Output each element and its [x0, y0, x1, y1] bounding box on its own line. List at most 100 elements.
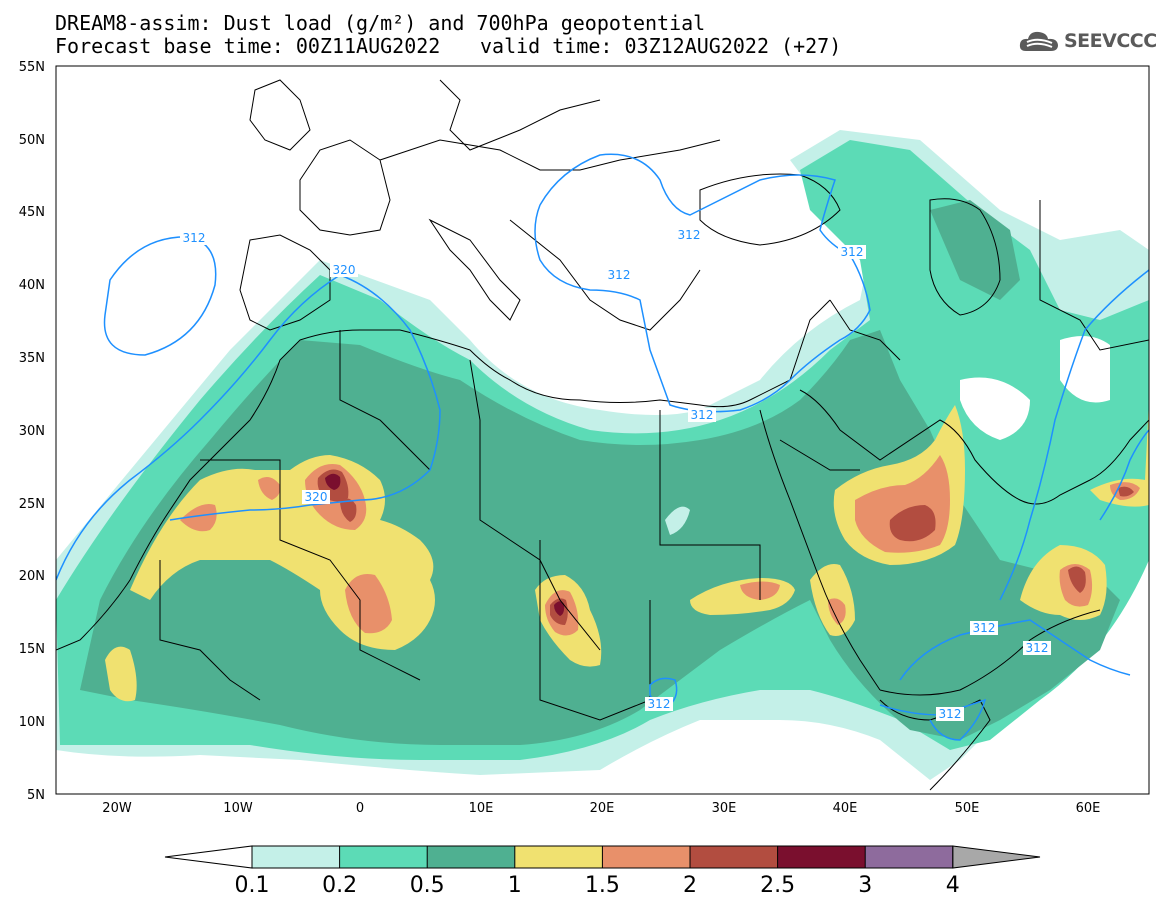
lat-label: 25N [19, 497, 45, 512]
forecast-base-time: Forecast base time: 00Z11AUG2022 [55, 34, 441, 58]
lon-label: 30E [712, 801, 737, 816]
dust-level-0.5 [80, 330, 1120, 745]
colorbar-min-arrow [164, 845, 253, 869]
dust-level-2-arabia [889, 505, 936, 542]
contour-label: 312 [648, 697, 671, 711]
lon-label: 50E [955, 801, 980, 816]
coast-arabia-east [799, 389, 1091, 505]
dust-level-1.5-yemen [828, 598, 846, 625]
contour-312-horn [879, 698, 987, 741]
colorbar-segment [427, 846, 515, 868]
contour-312-arabia [899, 619, 1131, 681]
dust-level-1.5-algeria [345, 574, 392, 634]
dust-level-1-gulf [1090, 400, 1149, 507]
contour-label: 312 [973, 621, 996, 635]
coast-arabia-south [879, 609, 1101, 696]
lon-label: 20E [590, 801, 615, 816]
border-sahara-1 [200, 459, 421, 681]
contour-label: 312 [1026, 641, 1049, 655]
dust-level-1-west [105, 646, 137, 702]
dust-level-2-oman [1068, 566, 1086, 593]
valid-time: valid time: 03Z12AUG2022 (+27) [480, 34, 842, 58]
contour-label: 312 [183, 231, 206, 245]
colorbar-label: 0.5 [410, 873, 445, 898]
longitude-axis: 20W 10W 0 10E 20E 30E 40E 50E 60E [102, 801, 1100, 816]
map-frame [55, 65, 1150, 795]
lon-label: 10E [469, 801, 494, 816]
border-sahara-3 [659, 410, 761, 600]
colorbar-segment [690, 846, 778, 868]
dust-level-2.5-chad [554, 601, 565, 616]
dust-level-2.5 [325, 473, 341, 490]
lat-label: 50N [19, 133, 45, 148]
border-mideast-1 [829, 299, 901, 361]
contour-312-east [1099, 429, 1149, 521]
contour-312-atlantic [103, 236, 217, 356]
border-east-1 [1039, 200, 1149, 351]
colorbar-label: 3 [858, 873, 872, 898]
border-europe-2 [439, 79, 601, 151]
lat-label: 10N [19, 715, 45, 730]
lat-label: 40N [19, 278, 45, 293]
colorbar-label: 0.1 [235, 873, 270, 898]
lat-label: 20N [19, 569, 45, 584]
geopotential-contours [56, 153, 1149, 741]
latitude-axis: 55N 50N 45N 40N 35N 30N 25N 20N 15N 10N … [19, 60, 45, 803]
dust-pocket-white [1060, 336, 1110, 403]
coast-red-sea [759, 409, 881, 691]
colorbar-label: 0.2 [322, 873, 357, 898]
border-sahara-4 [539, 540, 651, 721]
border-west-2 [339, 330, 431, 471]
coast-caspian [929, 198, 1001, 316]
lat-label: 55N [19, 60, 45, 75]
coast-iran [1089, 419, 1149, 481]
border-mideast-2 [779, 439, 860, 471]
colorbar-segment [514, 846, 603, 868]
coast-black-sea [699, 173, 841, 246]
contour-label: 312 [608, 268, 631, 282]
colorbar-label: 4 [946, 873, 960, 898]
lon-label: 40E [833, 801, 858, 816]
dust-level-2-gulf [1118, 486, 1134, 497]
colorbar-max-arrow [952, 845, 1041, 869]
colorbar: 0.1 0.2 0.5 1 1.5 2 2.5 3 4 [164, 845, 1041, 898]
contour-label: 320 [305, 490, 328, 504]
contour-label: 312 [841, 245, 864, 259]
map-title: DREAM8-assim: Dust load (g/m²) and 700hP… [55, 11, 706, 35]
dust-field [56, 130, 1149, 780]
colorbar-segment [339, 846, 428, 868]
colorbar-label: 2.5 [760, 873, 795, 898]
lon-label: 0 [356, 801, 364, 816]
border-west-1 [159, 560, 261, 701]
coast-balkans [509, 219, 701, 331]
lat-label: 45N [19, 205, 45, 220]
contour-label: 312 [939, 707, 962, 721]
contour-312-europe [534, 153, 871, 413]
colorbar-segment [865, 846, 953, 868]
contour-label: 320 [333, 263, 356, 277]
coast-iberia [239, 234, 331, 331]
contour-label: 312 [678, 228, 701, 242]
contour-320 [56, 274, 441, 581]
dust-level-1.5-mauritania [180, 504, 217, 532]
coast-italy [428, 218, 521, 321]
coast-west-africa [56, 329, 400, 651]
border-sahara-2 [469, 359, 601, 651]
contour-labels: 312 320 320 312 312 312 312 312 312 312 … [180, 228, 1051, 721]
coastlines [56, 79, 1149, 791]
dust-pocket-white-2 [960, 377, 1030, 440]
colorbar-label: 1 [508, 873, 522, 898]
dust-level-2-algeria [340, 498, 357, 522]
dust-level-0.5-caspian [930, 200, 1020, 300]
lon-label: 20W [102, 801, 132, 816]
contour-312-iran [999, 269, 1149, 601]
colorbar-label: 1.5 [585, 873, 620, 898]
seevccc-logo: SEEVCCC [1018, 26, 1157, 56]
border-europe-1 [379, 139, 721, 171]
lat-label: 15N [19, 642, 45, 657]
colorbar-segment [252, 846, 340, 868]
contour-label: 312 [691, 408, 714, 422]
coast-britain [249, 79, 311, 151]
dust-level-1.5-morocco [258, 476, 281, 500]
